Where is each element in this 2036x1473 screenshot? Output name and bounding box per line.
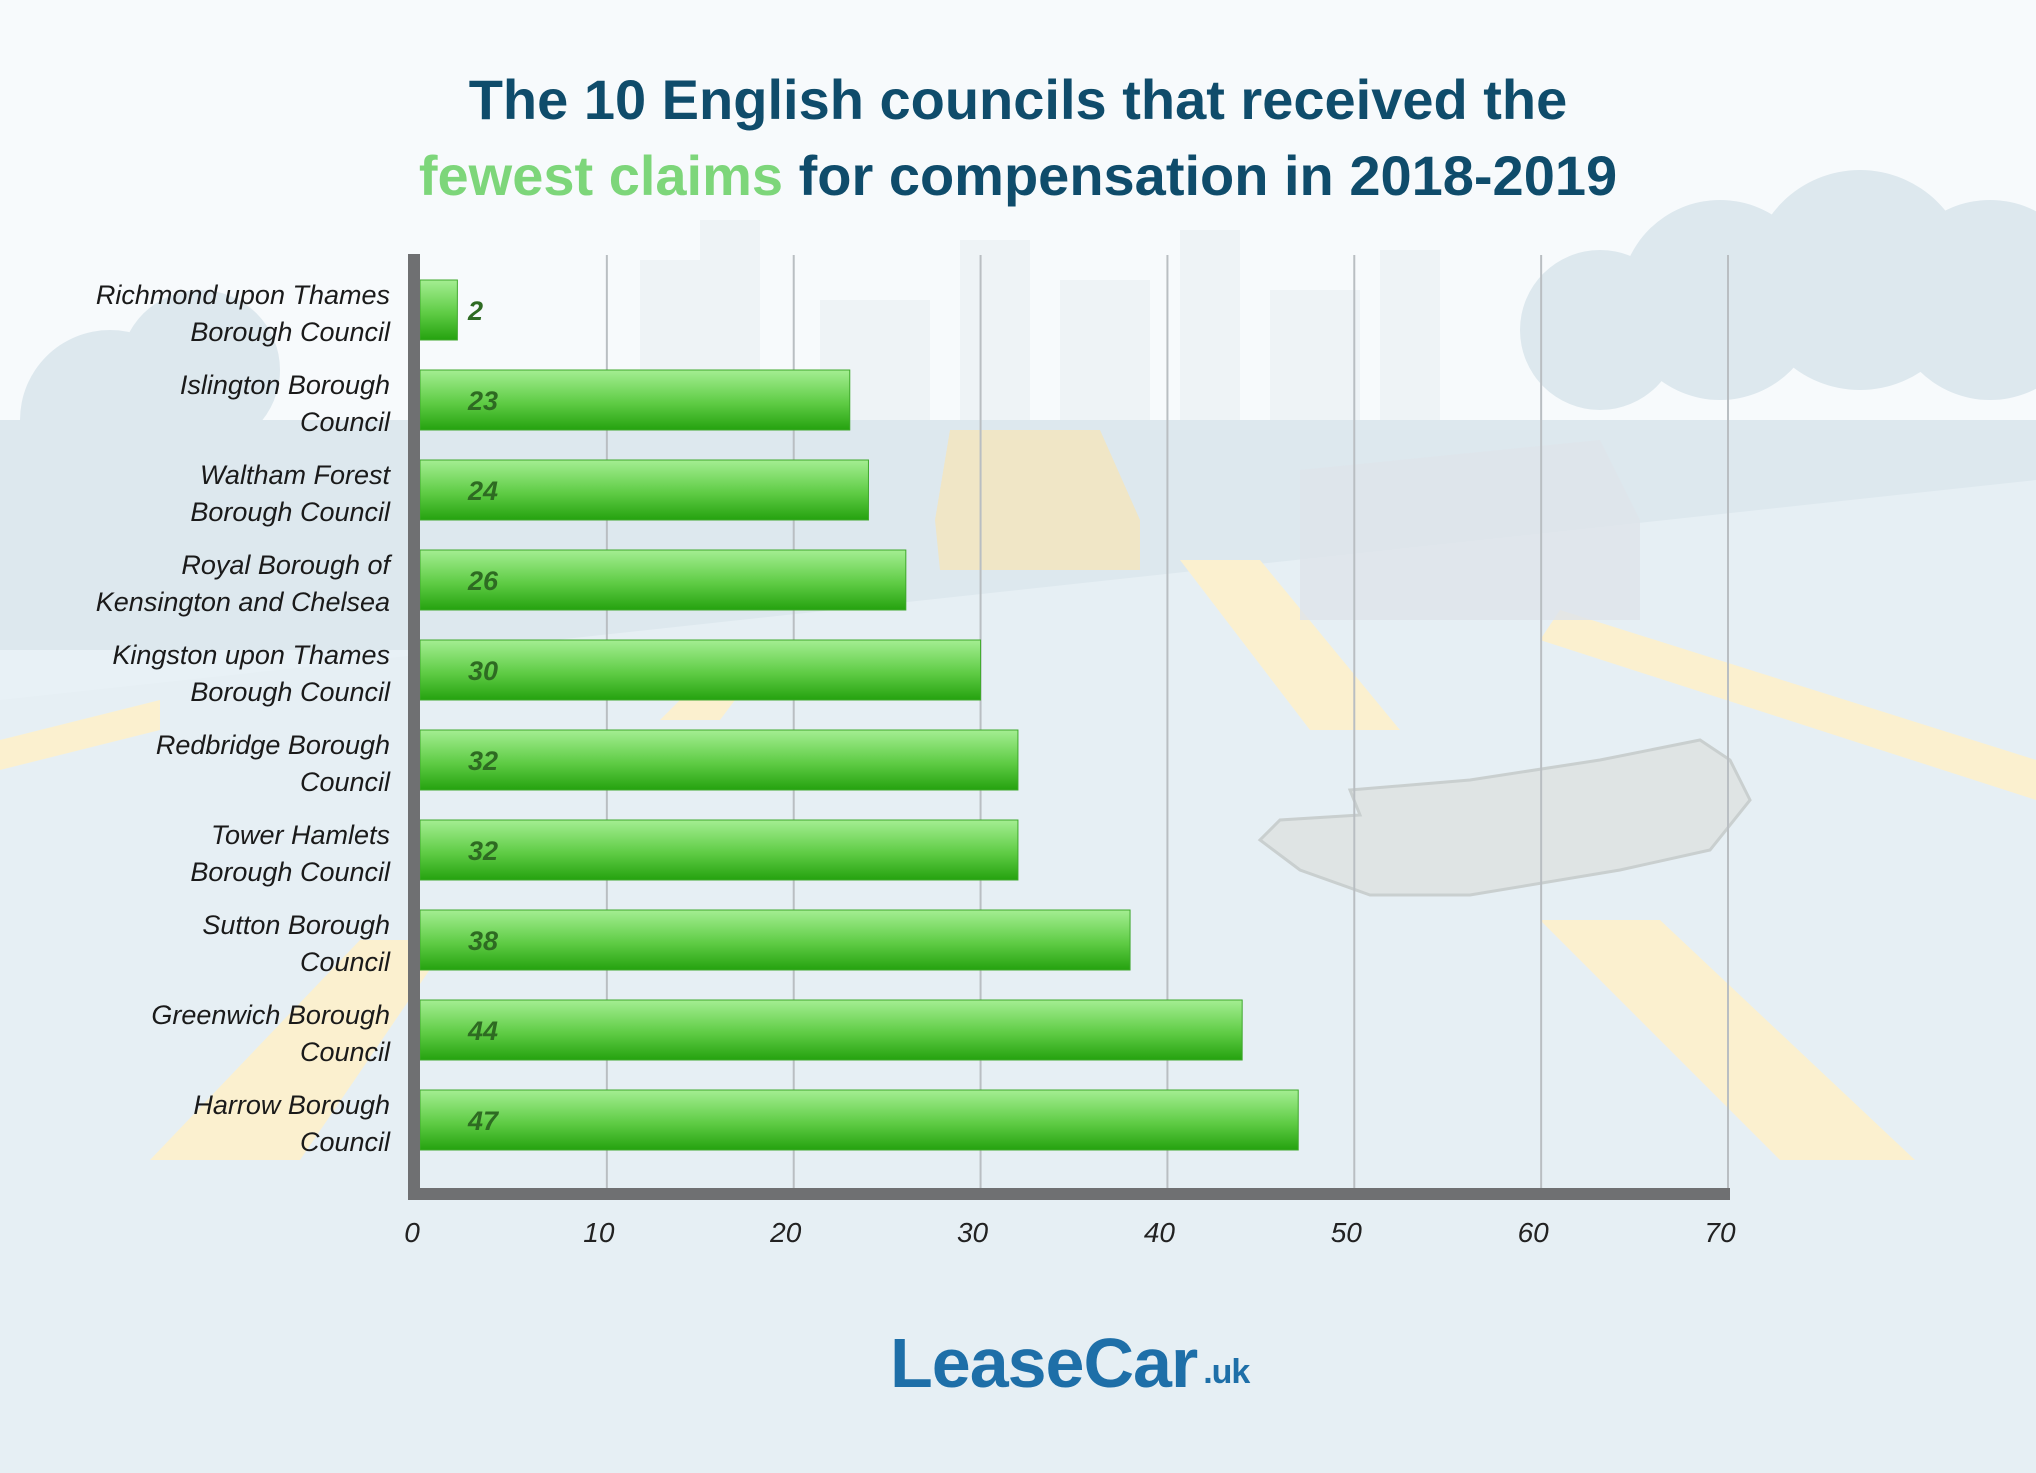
data-label: 23 <box>467 386 498 416</box>
tick-labels: 0 10 20 30 40 50 60 70 <box>404 1217 1736 1248</box>
category-label: Islington Borough Council <box>180 370 391 437</box>
data-label: 26 <box>467 566 499 596</box>
data-label: 24 <box>467 476 498 506</box>
category-label-line: Borough Council <box>190 677 391 707</box>
bar <box>419 369 851 431</box>
category-label-line: Council <box>300 767 391 797</box>
bar <box>419 1089 1299 1151</box>
category-label-line: Council <box>300 947 391 977</box>
category-label-line: Council <box>300 1127 391 1157</box>
title-line-2-rest: for compensation in 2018-2019 <box>783 144 1618 207</box>
x-tick-label: 10 <box>583 1217 615 1248</box>
bar <box>419 639 982 701</box>
category-label-line: Redbridge Borough <box>156 730 390 760</box>
category-label: Harrow Borough Council <box>193 1090 391 1157</box>
category-label-line: Borough Council <box>190 317 391 347</box>
data-label: 38 <box>468 926 498 956</box>
x-axis-line <box>408 1188 1730 1200</box>
category-label-line: Royal Borough of <box>181 550 392 580</box>
category-label: Tower Hamlets Borough Council <box>190 820 391 887</box>
category-label: Waltham Forest Borough Council <box>190 460 391 527</box>
x-tick-label: 20 <box>769 1217 802 1248</box>
x-tick-label: 50 <box>1331 1217 1363 1248</box>
category-label: Royal Borough of Kensington and Chelsea <box>96 550 393 617</box>
category-label-line: Council <box>300 407 391 437</box>
logo-name: LeaseCar <box>890 1324 1198 1402</box>
category-label: Richmond upon Thames Borough Council <box>96 280 391 347</box>
data-label: 47 <box>467 1106 500 1136</box>
title-line-2: fewest claims for compensation in 2018-2… <box>0 138 2036 214</box>
title-line-1: The 10 English councils that received th… <box>468 68 1568 131</box>
bar <box>419 549 907 611</box>
category-label-line: Council <box>300 1037 391 1067</box>
category-label-line: Borough Council <box>190 857 391 887</box>
x-tick-label: 30 <box>957 1217 989 1248</box>
category-label-line: Waltham Forest <box>200 460 392 490</box>
category-label-line: Borough Council <box>190 497 391 527</box>
x-tick-label: 0 <box>404 1217 420 1248</box>
chart-title: The 10 English councils that received th… <box>0 62 2036 214</box>
y-axis-line <box>408 254 420 1198</box>
data-label: 32 <box>468 746 498 776</box>
category-label-line: Richmond upon Thames <box>96 280 390 310</box>
category-label: Kingston upon Thames Borough Council <box>112 640 391 707</box>
x-tick-label: 60 <box>1518 1217 1550 1248</box>
category-label-line: Islington Borough <box>180 370 390 400</box>
bar <box>419 279 458 341</box>
x-tick-label: 40 <box>1144 1217 1176 1248</box>
axes <box>408 254 1730 1200</box>
data-label: 30 <box>468 656 498 686</box>
bar <box>419 459 869 521</box>
category-label: Redbridge Borough Council <box>156 730 391 797</box>
category-label-line: Kensington and Chelsea <box>96 587 390 617</box>
category-label-line: Kingston upon Thames <box>112 640 390 670</box>
category-label: Sutton Borough Council <box>202 910 391 977</box>
bar <box>419 729 1019 791</box>
category-label-line: Tower Hamlets <box>211 820 390 850</box>
bar <box>419 999 1243 1061</box>
category-label-line: Harrow Borough <box>193 1090 390 1120</box>
data-label: 44 <box>467 1016 498 1046</box>
category-label-line: Greenwich Borough <box>151 1000 390 1030</box>
bar <box>419 819 1019 881</box>
category-label-line: Sutton Borough <box>202 910 390 940</box>
bars: 2 23 24 26 30 32 32 38 44 47 <box>419 279 1299 1151</box>
category-label: Greenwich Borough Council <box>151 1000 391 1067</box>
logo-tld: .uk <box>1203 1353 1250 1391</box>
x-tick-label: 70 <box>1704 1217 1736 1248</box>
title-highlight: fewest claims <box>418 144 784 207</box>
category-labels: Richmond upon Thames Borough Council Islin… <box>96 280 393 1157</box>
data-label: 2 <box>467 296 483 326</box>
bar <box>419 909 1131 971</box>
leasecar-logo[interactable]: LeaseCar .uk <box>890 1318 1250 1408</box>
data-label: 32 <box>468 836 498 866</box>
